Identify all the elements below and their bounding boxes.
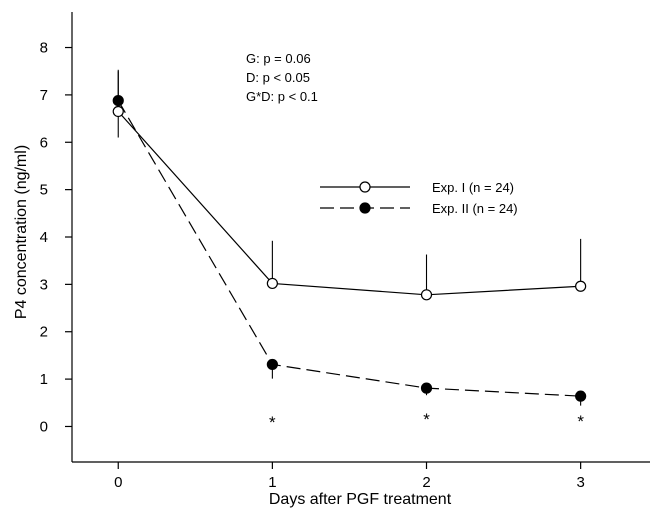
x-tick-label: 3 — [576, 474, 584, 491]
y-tick-label: 8 — [40, 40, 48, 57]
y-axis-title: P4 concentration (ng/ml) — [13, 145, 30, 319]
y-tick-label: 3 — [40, 276, 48, 293]
stats-line-2: D: p < 0.05 — [246, 70, 310, 85]
significance-star: * — [269, 413, 276, 432]
y-tick-label: 1 — [40, 371, 48, 388]
significance-markers: * * * — [269, 410, 584, 432]
data-point-series-1 — [420, 289, 433, 301]
x-axis-ticks: 0 1 2 3 — [114, 462, 585, 491]
stats-annotation: G: p = 0.06 D: p < 0.05 G*D: p < 0.1 — [246, 51, 318, 104]
x-axis-title: Days after PGF treatment — [269, 491, 452, 508]
legend-label-exp-2: Exp. II (n = 24) — [432, 201, 518, 216]
series-line-1 — [117, 111, 581, 296]
data-point-series-2 — [575, 390, 587, 402]
data-point-series-1 — [575, 280, 587, 292]
x-tick-label: 2 — [422, 474, 430, 491]
data-point-series-2 — [266, 358, 278, 371]
data-point-series-2 — [112, 94, 124, 107]
stats-line-1: G: p = 0.06 — [246, 51, 311, 66]
stats-line-3: G*D: p < 0.1 — [246, 89, 318, 104]
legend: Exp. I (n = 24) Exp. II (n = 24) — [320, 180, 518, 216]
data-points — [112, 94, 587, 402]
series-lines — [117, 100, 581, 397]
legend-marker-exp-2 — [359, 202, 371, 214]
y-tick-label: 5 — [40, 182, 48, 199]
y-axis-ticks: 0 1 2 3 4 5 6 7 8 — [40, 40, 72, 435]
error-bars — [117, 69, 582, 406]
x-tick-label: 0 — [114, 474, 122, 491]
significance-star: * — [423, 410, 430, 429]
series-line-2 — [117, 100, 581, 397]
y-tick-label: 2 — [40, 324, 48, 341]
plot-area — [71, 12, 650, 463]
significance-star: * — [577, 412, 584, 431]
data-point-series-2 — [420, 382, 433, 394]
y-tick-label: 4 — [40, 229, 48, 246]
y-tick-label: 6 — [40, 134, 48, 151]
data-point-series-1 — [112, 105, 124, 118]
legend-label-exp-1: Exp. I (n = 24) — [432, 180, 514, 195]
x-tick-label: 1 — [268, 474, 276, 491]
data-point-series-1 — [266, 277, 278, 290]
y-tick-label: 0 — [40, 418, 48, 435]
y-tick-label: 7 — [40, 87, 48, 104]
legend-marker-exp-1 — [359, 181, 371, 193]
